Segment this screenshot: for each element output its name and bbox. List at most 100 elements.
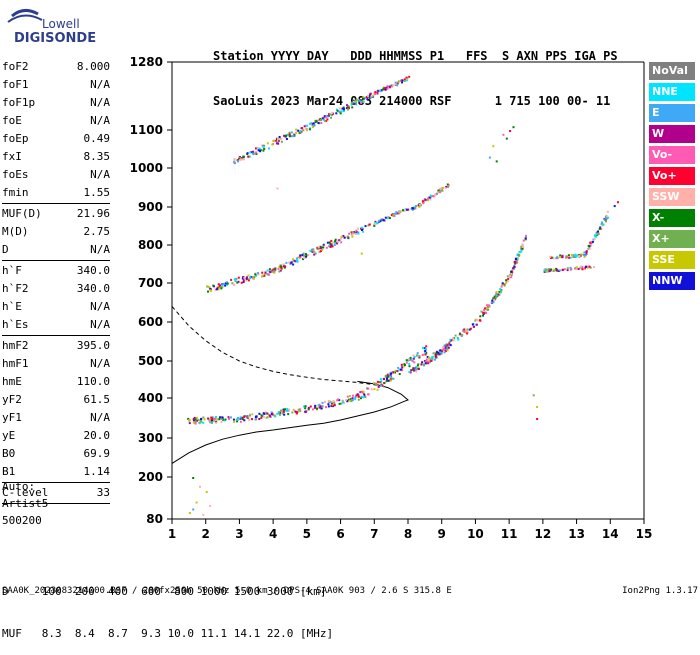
echo-point bbox=[516, 261, 519, 264]
echo-point bbox=[243, 415, 246, 418]
echo-point bbox=[337, 239, 340, 242]
x-tick-label: 10 bbox=[467, 527, 484, 541]
echo-point bbox=[543, 270, 546, 273]
echo-point bbox=[318, 250, 321, 253]
scatter-point bbox=[505, 137, 508, 140]
echo-point bbox=[298, 408, 301, 411]
echo-point bbox=[211, 419, 214, 422]
legend-item-vo: Vo- bbox=[649, 146, 695, 164]
echo-point bbox=[595, 232, 598, 235]
echo-point bbox=[231, 282, 234, 285]
echo-point bbox=[377, 381, 380, 384]
echo-point bbox=[495, 296, 498, 298]
echo-point bbox=[350, 233, 353, 236]
echo-point bbox=[330, 244, 333, 247]
echo-point bbox=[495, 293, 498, 296]
echo-point bbox=[351, 399, 354, 401]
echo-point bbox=[284, 408, 286, 411]
echo-point bbox=[213, 418, 216, 421]
echo-point bbox=[452, 337, 455, 340]
param-name: foF2 bbox=[2, 60, 29, 73]
echo-point bbox=[314, 252, 317, 255]
echo-point bbox=[265, 412, 268, 415]
echo-point bbox=[193, 416, 196, 419]
echo-point bbox=[350, 398, 352, 401]
echo-point bbox=[297, 256, 300, 259]
echo-point bbox=[370, 388, 373, 391]
echo-point bbox=[376, 222, 379, 225]
echo-point bbox=[394, 371, 396, 374]
echo-point bbox=[329, 244, 332, 247]
param-name: C-level bbox=[2, 486, 49, 499]
echo-point bbox=[292, 258, 294, 261]
echo-point bbox=[604, 219, 607, 222]
echo-point bbox=[431, 195, 434, 198]
echo-point bbox=[239, 157, 242, 159]
echo-point bbox=[207, 417, 210, 420]
echo-point bbox=[364, 225, 367, 228]
echo-point bbox=[588, 247, 591, 250]
echo-point bbox=[283, 266, 286, 269]
echo-point bbox=[312, 124, 315, 127]
echo-point bbox=[444, 344, 447, 347]
echo-point bbox=[440, 352, 443, 355]
echo-point bbox=[203, 418, 206, 421]
echo-point bbox=[280, 264, 283, 267]
echo-point bbox=[453, 337, 456, 340]
echo-point bbox=[401, 369, 404, 372]
echo-point bbox=[440, 189, 443, 192]
echo-point bbox=[422, 202, 425, 205]
echo-point bbox=[342, 235, 345, 237]
echo-point bbox=[314, 406, 317, 409]
echo-point bbox=[343, 236, 346, 239]
echo-point bbox=[211, 421, 213, 424]
echo-point bbox=[390, 372, 393, 375]
echo-point bbox=[496, 294, 499, 296]
echo-point bbox=[302, 258, 304, 261]
echo-point bbox=[452, 338, 455, 341]
echo-point bbox=[392, 214, 394, 217]
echo-point bbox=[549, 268, 552, 271]
echo-point bbox=[555, 268, 558, 271]
echo-point bbox=[249, 277, 252, 279]
echo-point bbox=[424, 198, 426, 201]
echo-point bbox=[188, 419, 191, 422]
echo-point bbox=[524, 236, 527, 239]
echo-point bbox=[490, 301, 493, 304]
echo-point bbox=[266, 269, 269, 272]
echo-point bbox=[313, 123, 316, 126]
echo-point bbox=[334, 242, 337, 245]
echo-point bbox=[424, 199, 426, 202]
echo-point bbox=[242, 416, 245, 419]
echo-point bbox=[390, 214, 393, 217]
echo-point bbox=[270, 411, 273, 414]
echo-point bbox=[318, 247, 321, 250]
echo-point bbox=[233, 158, 236, 161]
echo-point bbox=[439, 188, 442, 191]
param-name: M(D) bbox=[2, 225, 29, 238]
y-tick-label: 400 bbox=[138, 391, 163, 405]
echo-point bbox=[220, 287, 223, 290]
echo-point bbox=[261, 144, 264, 147]
echo-point bbox=[210, 419, 213, 422]
echo-point bbox=[381, 219, 384, 222]
param-separator bbox=[2, 203, 110, 204]
echo-point bbox=[444, 344, 447, 347]
echo-point bbox=[511, 269, 514, 272]
param-value: 8.35 bbox=[83, 150, 111, 163]
echo-point bbox=[569, 256, 572, 259]
echo-point bbox=[299, 410, 302, 413]
param-value: N/A bbox=[90, 168, 110, 181]
echo-point bbox=[302, 253, 305, 256]
echo-point bbox=[209, 287, 212, 290]
echo-point bbox=[200, 421, 203, 424]
echo-point bbox=[254, 152, 257, 155]
echo-point bbox=[452, 339, 455, 342]
y-tick-label: 200 bbox=[138, 470, 163, 484]
echo-point bbox=[327, 405, 330, 408]
echo-point bbox=[482, 314, 484, 317]
echo-point bbox=[269, 415, 272, 418]
echo-point bbox=[589, 241, 592, 244]
echo-point bbox=[424, 351, 426, 354]
echo-point bbox=[394, 213, 397, 215]
